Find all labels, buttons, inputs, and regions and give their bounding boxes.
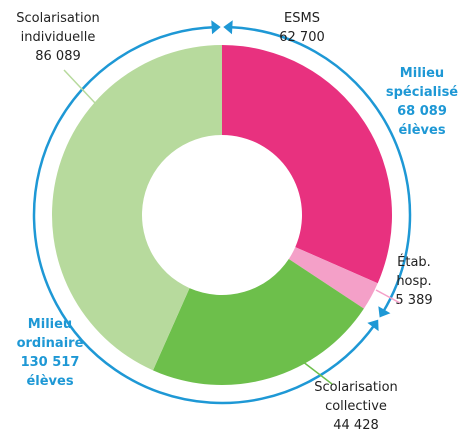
group-unit: élèves	[26, 374, 73, 389]
group-arc	[32, 25, 377, 405]
leader-line	[297, 357, 333, 385]
group-label: Milieu spécialisé	[386, 66, 458, 100]
leader-line	[375, 289, 401, 304]
arrow-head	[211, 20, 221, 35]
slice-value: 86 089	[35, 49, 81, 64]
slice-label: Étab. hosp.	[396, 254, 431, 289]
slice-label: Scolarisation individuelle	[16, 11, 100, 45]
arrow-head	[378, 306, 391, 318]
group-value: 130 517	[21, 355, 80, 370]
donut-slice	[152, 259, 364, 385]
leader-line	[63, 69, 97, 105]
group-unit: élèves	[398, 123, 445, 138]
slice-value: 5 389	[395, 293, 432, 308]
donut-slice	[288, 247, 378, 309]
slice-value: 44 428	[333, 418, 379, 433]
slice-label: Scolarisation collective	[314, 380, 398, 414]
donut-slice	[52, 45, 222, 371]
slice-value: 62 700	[279, 30, 325, 45]
arrow-head	[223, 20, 233, 35]
donut-slice	[222, 45, 392, 284]
group-value: 68 089	[397, 104, 447, 119]
arrow-head	[367, 319, 379, 332]
slice-label: ESMS	[284, 11, 320, 26]
group-arc	[228, 25, 412, 314]
group-label: Milieu ordinaire	[17, 317, 84, 351]
